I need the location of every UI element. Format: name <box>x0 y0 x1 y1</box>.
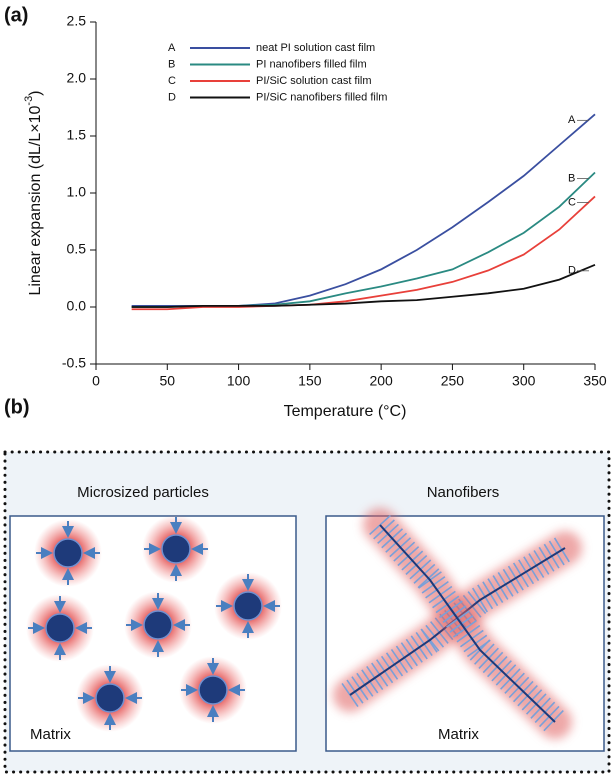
x-tick-label: 150 <box>298 373 322 389</box>
legend-letter: C <box>168 75 176 87</box>
y-tick-label: 1.0 <box>67 184 87 200</box>
series-line <box>131 113 596 307</box>
series-line <box>131 263 596 308</box>
matrix-label: Matrix <box>30 726 71 743</box>
curve-label: D <box>568 265 576 277</box>
plot: -0.5 0.0 0.5 1.0 1.5 2.0 2.5 0 50 100 150 200 250 300… <box>62 13 607 389</box>
legend-label: PI/SiC solution cast film <box>256 75 372 87</box>
particle <box>95 683 125 713</box>
particle <box>161 534 191 564</box>
y-axis-title: Linear expansion (dL/L×10-3) <box>23 90 44 295</box>
y-tick-label: 0.0 <box>67 298 87 314</box>
box-title: Nanofibers <box>427 484 500 501</box>
fiber <box>379 524 556 723</box>
x-tick-label: 200 <box>369 373 393 389</box>
y-tick-label: 1.5 <box>67 127 87 143</box>
particle <box>233 591 263 621</box>
particle <box>53 538 83 568</box>
series-line <box>131 171 596 308</box>
x-tick-label: 300 <box>512 373 536 389</box>
x-tick-label: 350 <box>583 373 607 389</box>
legend-label: PI nanofibers filled film <box>256 58 367 70</box>
y-axis-title-part: Linear expansion (dL/L×10 <box>27 105 44 295</box>
legend-label: neat PI solution cast film <box>256 42 375 54</box>
x-tick-label: 250 <box>441 373 465 389</box>
legend-letter: B <box>168 58 175 70</box>
y-tick-label: 2.5 <box>67 13 87 29</box>
x-axis-title: Temperature (°C) <box>284 403 407 420</box>
curve-label: A <box>568 114 576 126</box>
y-tick-label: 0.5 <box>67 241 87 257</box>
series-line <box>131 195 596 311</box>
x-tick-label: 50 <box>159 373 175 389</box>
particle <box>198 675 228 705</box>
x-tick-label: 100 <box>227 373 251 389</box>
diagram-shapes <box>26 508 582 739</box>
legend-label: PI/SiC nanofibers filled film <box>256 91 387 103</box>
particle <box>45 613 75 643</box>
box-title: Microsized particles <box>77 484 209 501</box>
y-axis-title-part: ) <box>27 90 44 95</box>
panel-label: (b) <box>4 396 30 418</box>
y-axis-title-sup: -3 <box>23 96 35 106</box>
x-tick-label: 0 <box>92 373 100 389</box>
y-tick-label: -0.5 <box>62 355 86 371</box>
curve-label: C <box>568 196 576 208</box>
particle <box>143 610 173 640</box>
legend-letter: D <box>168 91 176 103</box>
y-tick-label: 2.0 <box>67 70 87 86</box>
legend-letter: A <box>168 42 176 54</box>
curve-label: B <box>568 172 575 184</box>
panel-label: (a) <box>4 4 28 26</box>
matrix-label: Matrix <box>438 726 479 743</box>
